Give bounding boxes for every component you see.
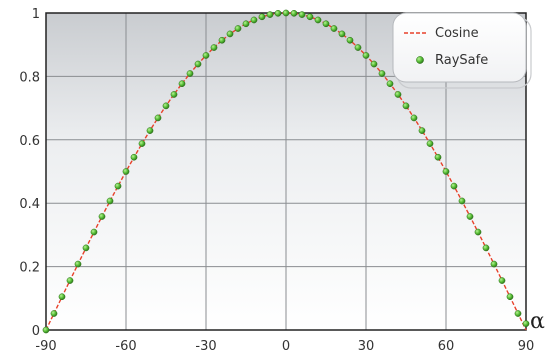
- data-point-raysafe: [178, 80, 186, 88]
- data-point-raysafe: [378, 70, 386, 77]
- data-point-raysafe: [490, 260, 498, 268]
- data-point-raysafe: [426, 140, 434, 147]
- data-point-raysafe: [346, 36, 354, 44]
- data-point-raysafe: [274, 9, 282, 17]
- data-point-raysafe: [90, 228, 98, 236]
- data-point-raysafe: [314, 16, 322, 24]
- legend: Cosine RaySafe: [392, 12, 532, 89]
- data-point-raysafe: [474, 228, 482, 236]
- data-point-raysafe: [482, 244, 490, 252]
- data-point-raysafe: [450, 182, 458, 190]
- data-point-raysafe: [210, 44, 218, 51]
- x-tick-label: 90: [518, 339, 535, 354]
- x-axis-label: α: [530, 309, 545, 334]
- data-point-raysafe: [202, 52, 210, 59]
- y-tick-label: 0.8: [19, 70, 40, 85]
- y-tick-label: 1: [32, 7, 40, 22]
- data-point-raysafe: [498, 277, 506, 284]
- data-point-raysafe: [402, 102, 410, 110]
- y-tick-label: 0.6: [19, 134, 40, 149]
- data-point-raysafe: [266, 11, 274, 18]
- data-point-raysafe: [370, 60, 378, 68]
- legend-raysafe-swatch: [416, 56, 424, 64]
- data-point-raysafe: [458, 197, 466, 205]
- data-point-raysafe: [130, 153, 138, 161]
- grid: [46, 13, 526, 330]
- data-point-raysafe: [434, 153, 442, 161]
- data-point-raysafe: [290, 9, 298, 17]
- y-tick-label: 0.4: [19, 197, 40, 212]
- data-point-raysafe: [194, 60, 202, 68]
- data-point-raysafe: [226, 30, 234, 38]
- data-point-raysafe: [114, 182, 122, 190]
- data-point-raysafe: [258, 13, 266, 21]
- x-tick-label: -60: [115, 339, 136, 354]
- legend-cosine-label: Cosine: [435, 26, 479, 41]
- data-point-raysafe: [66, 277, 74, 284]
- data-point-raysafe: [170, 91, 178, 98]
- data-point-raysafe: [98, 213, 106, 220]
- data-point-raysafe: [106, 197, 114, 205]
- y-tick-label: 0: [32, 324, 40, 339]
- data-point-raysafe: [122, 168, 130, 175]
- data-point-raysafe: [306, 13, 314, 21]
- data-point-raysafe: [418, 127, 426, 134]
- data-point-raysafe: [250, 16, 258, 24]
- y-axis-ticks: 0 0.2 0.4 0.6 0.8 1: [19, 7, 40, 339]
- series-points-raysafe: [42, 9, 530, 334]
- data-point-raysafe: [394, 91, 402, 98]
- data-point-raysafe: [186, 70, 194, 77]
- data-point-raysafe: [354, 44, 362, 51]
- data-point-raysafe: [338, 30, 346, 38]
- data-point-raysafe: [362, 52, 370, 59]
- data-point-raysafe: [242, 20, 250, 28]
- legend-raysafe-label: RaySafe: [435, 53, 488, 68]
- data-point-raysafe: [162, 102, 170, 110]
- data-point-raysafe: [282, 9, 290, 17]
- data-point-raysafe: [50, 310, 58, 317]
- x-tick-label: 60: [438, 339, 455, 354]
- data-point-raysafe: [386, 80, 394, 88]
- x-axis-ticks: -90 -60 -30 0 30 60 90: [35, 339, 534, 354]
- data-point-raysafe: [466, 213, 474, 220]
- data-point-raysafe: [330, 25, 338, 32]
- y-tick-label: 0.2: [19, 261, 40, 276]
- data-point-raysafe: [146, 127, 154, 134]
- data-point-raysafe: [74, 260, 82, 268]
- data-point-raysafe: [154, 114, 162, 122]
- data-point-raysafe: [42, 326, 50, 334]
- data-point-raysafe: [410, 114, 418, 122]
- legend-box: [392, 12, 527, 83]
- data-point-raysafe: [442, 168, 450, 175]
- data-point-raysafe: [234, 25, 242, 32]
- x-tick-label: -90: [35, 339, 56, 354]
- data-point-raysafe: [514, 310, 522, 317]
- data-point-raysafe: [58, 293, 66, 301]
- x-tick-label: -30: [195, 339, 216, 354]
- data-point-raysafe: [138, 140, 146, 147]
- data-point-raysafe: [218, 36, 226, 44]
- x-tick-label: 0: [282, 339, 290, 354]
- data-point-raysafe: [82, 244, 90, 252]
- data-point-raysafe: [322, 20, 330, 28]
- data-point-raysafe: [298, 11, 306, 18]
- data-point-raysafe: [506, 293, 514, 301]
- x-tick-label: 30: [358, 339, 375, 354]
- data-point-raysafe: [522, 320, 530, 328]
